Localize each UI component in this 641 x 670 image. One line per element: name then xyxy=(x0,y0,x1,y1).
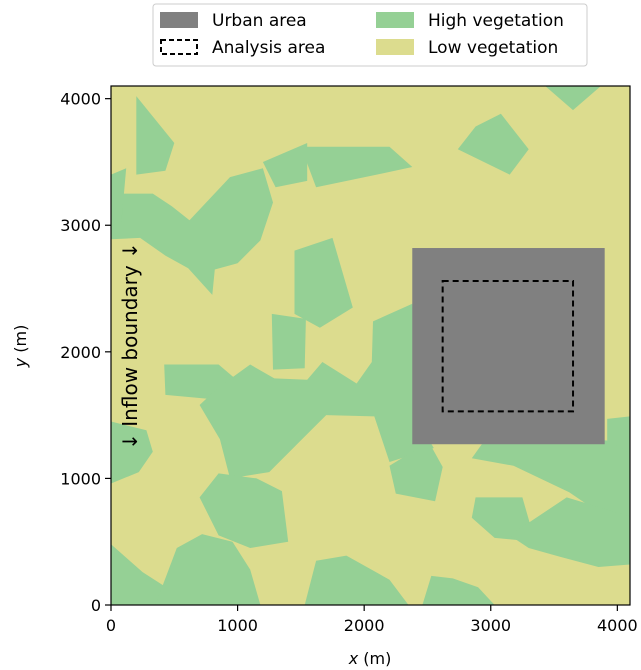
high-vegetation-patch-13 xyxy=(389,441,443,502)
y-tick-label-3000: 3000 xyxy=(60,216,101,235)
axes-frame xyxy=(110,85,631,606)
analysis-area xyxy=(441,279,575,413)
high-vegetation-patch-15 xyxy=(471,418,630,524)
high-vegetation-patch-2 xyxy=(111,168,273,295)
x-tick-label-2000: 2000 xyxy=(344,616,385,635)
legend-swatch-high-vegetation xyxy=(376,12,414,28)
x-tick-label-3000: 3000 xyxy=(470,616,511,635)
y-tick-label-2000: 2000 xyxy=(60,343,101,362)
high-vegetation-patch-3 xyxy=(300,146,413,188)
high-vegetation-patch-12 xyxy=(111,421,153,484)
y-tick-label-4000: 4000 xyxy=(60,90,101,109)
high-vegetation-patch-8 xyxy=(294,237,353,328)
high-vegetation-patch-19 xyxy=(111,544,165,605)
legend-swatch-low-vegetation xyxy=(376,39,414,55)
legend-swatch-urban-area xyxy=(160,12,198,28)
x-axis: 0 1000 2000 3000 4000 xyxy=(106,605,638,635)
high-vegetation-patch-7 xyxy=(111,168,127,226)
high-vegetation-patch-20 xyxy=(155,534,261,605)
legend-label-low-vegetation: Low vegetation xyxy=(428,38,558,58)
urban-area xyxy=(412,248,605,445)
legend-label-analysis-area: Analysis area xyxy=(212,38,325,58)
high-vegetation-patch-21 xyxy=(304,555,409,605)
high-vegetation-patch-22 xyxy=(422,575,495,605)
high-vegetation-patch-1 xyxy=(136,96,175,175)
high-vegetation-patch-9 xyxy=(271,313,306,370)
legend-frame xyxy=(152,3,588,67)
x-tick-label-4000: 4000 xyxy=(597,616,638,635)
x-tick-label-1000: 1000 xyxy=(217,616,258,635)
y-tick-label-0: 0 xyxy=(91,596,101,615)
high-vegetation-patch-4 xyxy=(262,143,308,188)
x-tick-label-0: 0 xyxy=(106,616,116,635)
high-vegetation-patch-11 xyxy=(199,303,434,479)
inflow-boundary-annotation: ↓ Inflow boundary ↓ xyxy=(118,242,142,450)
legend-label-high-vegetation: High vegetation xyxy=(428,11,564,31)
legend-label-urban-area: Urban area xyxy=(212,11,307,31)
y-axis-label: y (m) xyxy=(11,325,30,369)
y-tick-label-1000: 1000 xyxy=(60,469,101,488)
legend-swatch-analysis-area xyxy=(160,39,198,55)
y-axis: 0 1000 2000 3000 4000 xyxy=(60,90,111,615)
high-vegetation-patch-6 xyxy=(545,86,601,111)
high-vegetation-patch-17 xyxy=(509,497,630,567)
high-vegetation-patch-14 xyxy=(199,473,289,548)
high-vegetation-patch-5 xyxy=(457,113,529,175)
high-vegetation-patch-18 xyxy=(607,416,630,454)
plot-area xyxy=(111,86,630,605)
legend: Urban area High vegetation Analysis area Lo… xyxy=(152,3,588,67)
x-axis-label: x (m) xyxy=(348,649,392,668)
